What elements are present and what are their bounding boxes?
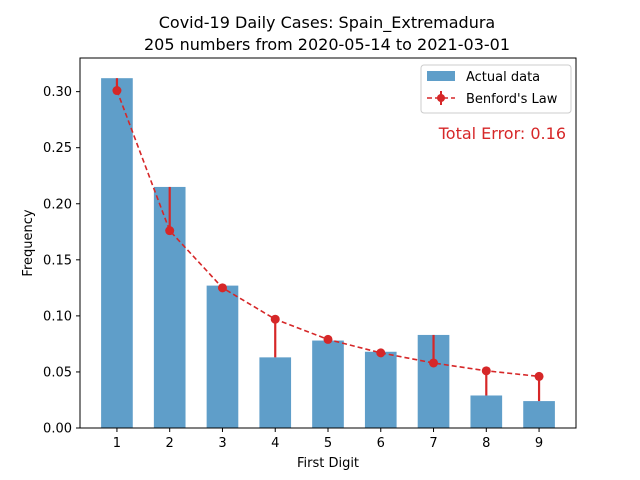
x-axis-ticks: 1 2 3 4 5 6 7 8 9 bbox=[113, 428, 543, 451]
bar-digit-3 bbox=[206, 285, 239, 428]
x-tick-label: 4 bbox=[271, 436, 279, 451]
chart-title-line2: 205 numbers from 2020-05-14 to 2021-03-0… bbox=[144, 35, 510, 54]
bars-group bbox=[101, 78, 555, 428]
benford-point-digit-2 bbox=[165, 226, 175, 236]
y-tick-label: 0.30 bbox=[43, 85, 72, 100]
benford-point-digit-9 bbox=[534, 371, 544, 381]
legend-box bbox=[420, 64, 572, 114]
y-tick-label: 0.05 bbox=[43, 365, 72, 380]
y-tick-label: 0.10 bbox=[43, 309, 72, 324]
bar-digit-4 bbox=[259, 357, 292, 428]
bar-digit-5 bbox=[312, 340, 344, 428]
y-axis-ticks: 0.00 0.05 0.10 0.15 0.20 0.25 0.30 bbox=[43, 85, 80, 437]
y-tick-label: 0.15 bbox=[43, 253, 72, 268]
benford-point-digit-5 bbox=[323, 334, 333, 344]
legend-marker-benford bbox=[437, 94, 445, 102]
bar-digit-6 bbox=[364, 351, 397, 428]
x-tick-label: 2 bbox=[166, 436, 174, 451]
x-tick-label: 6 bbox=[377, 436, 385, 451]
x-tick-label: 8 bbox=[482, 436, 490, 451]
y-tick-label: 0.25 bbox=[43, 141, 72, 156]
bar-digit-8 bbox=[470, 395, 503, 428]
benford-point-digit-6 bbox=[376, 348, 386, 358]
x-tick-label: 9 bbox=[535, 436, 543, 451]
y-tick-label: 0.20 bbox=[43, 197, 72, 212]
x-tick-label: 1 bbox=[113, 436, 121, 451]
x-tick-label: 3 bbox=[218, 436, 226, 451]
x-tick-label: 7 bbox=[429, 436, 437, 451]
x-axis-label: First Digit bbox=[297, 456, 359, 471]
bar-digit-1 bbox=[101, 78, 133, 428]
benford-point-digit-1 bbox=[112, 86, 122, 96]
benford-point-digit-8 bbox=[481, 366, 491, 376]
legend: Actual data Benford's Law bbox=[420, 64, 572, 114]
legend-label-benford: Benford's Law bbox=[466, 92, 558, 107]
bar-digit-9 bbox=[523, 401, 555, 428]
legend-swatch-actual bbox=[427, 71, 455, 81]
benford-point-digit-4 bbox=[270, 314, 280, 324]
legend-label-actual: Actual data bbox=[466, 70, 540, 85]
chart-title-line1: Covid-19 Daily Cases: Spain_Extremadura bbox=[159, 13, 495, 33]
benford-line-group bbox=[112, 86, 544, 381]
x-tick-label: 5 bbox=[324, 436, 332, 451]
benford-point-digit-3 bbox=[217, 283, 227, 293]
total-error-annotation: Total Error: 0.16 bbox=[438, 124, 566, 143]
benford-point-digit-7 bbox=[429, 358, 439, 368]
y-axis-label: Frequency bbox=[21, 209, 36, 276]
y-tick-label: 0.00 bbox=[43, 422, 72, 437]
